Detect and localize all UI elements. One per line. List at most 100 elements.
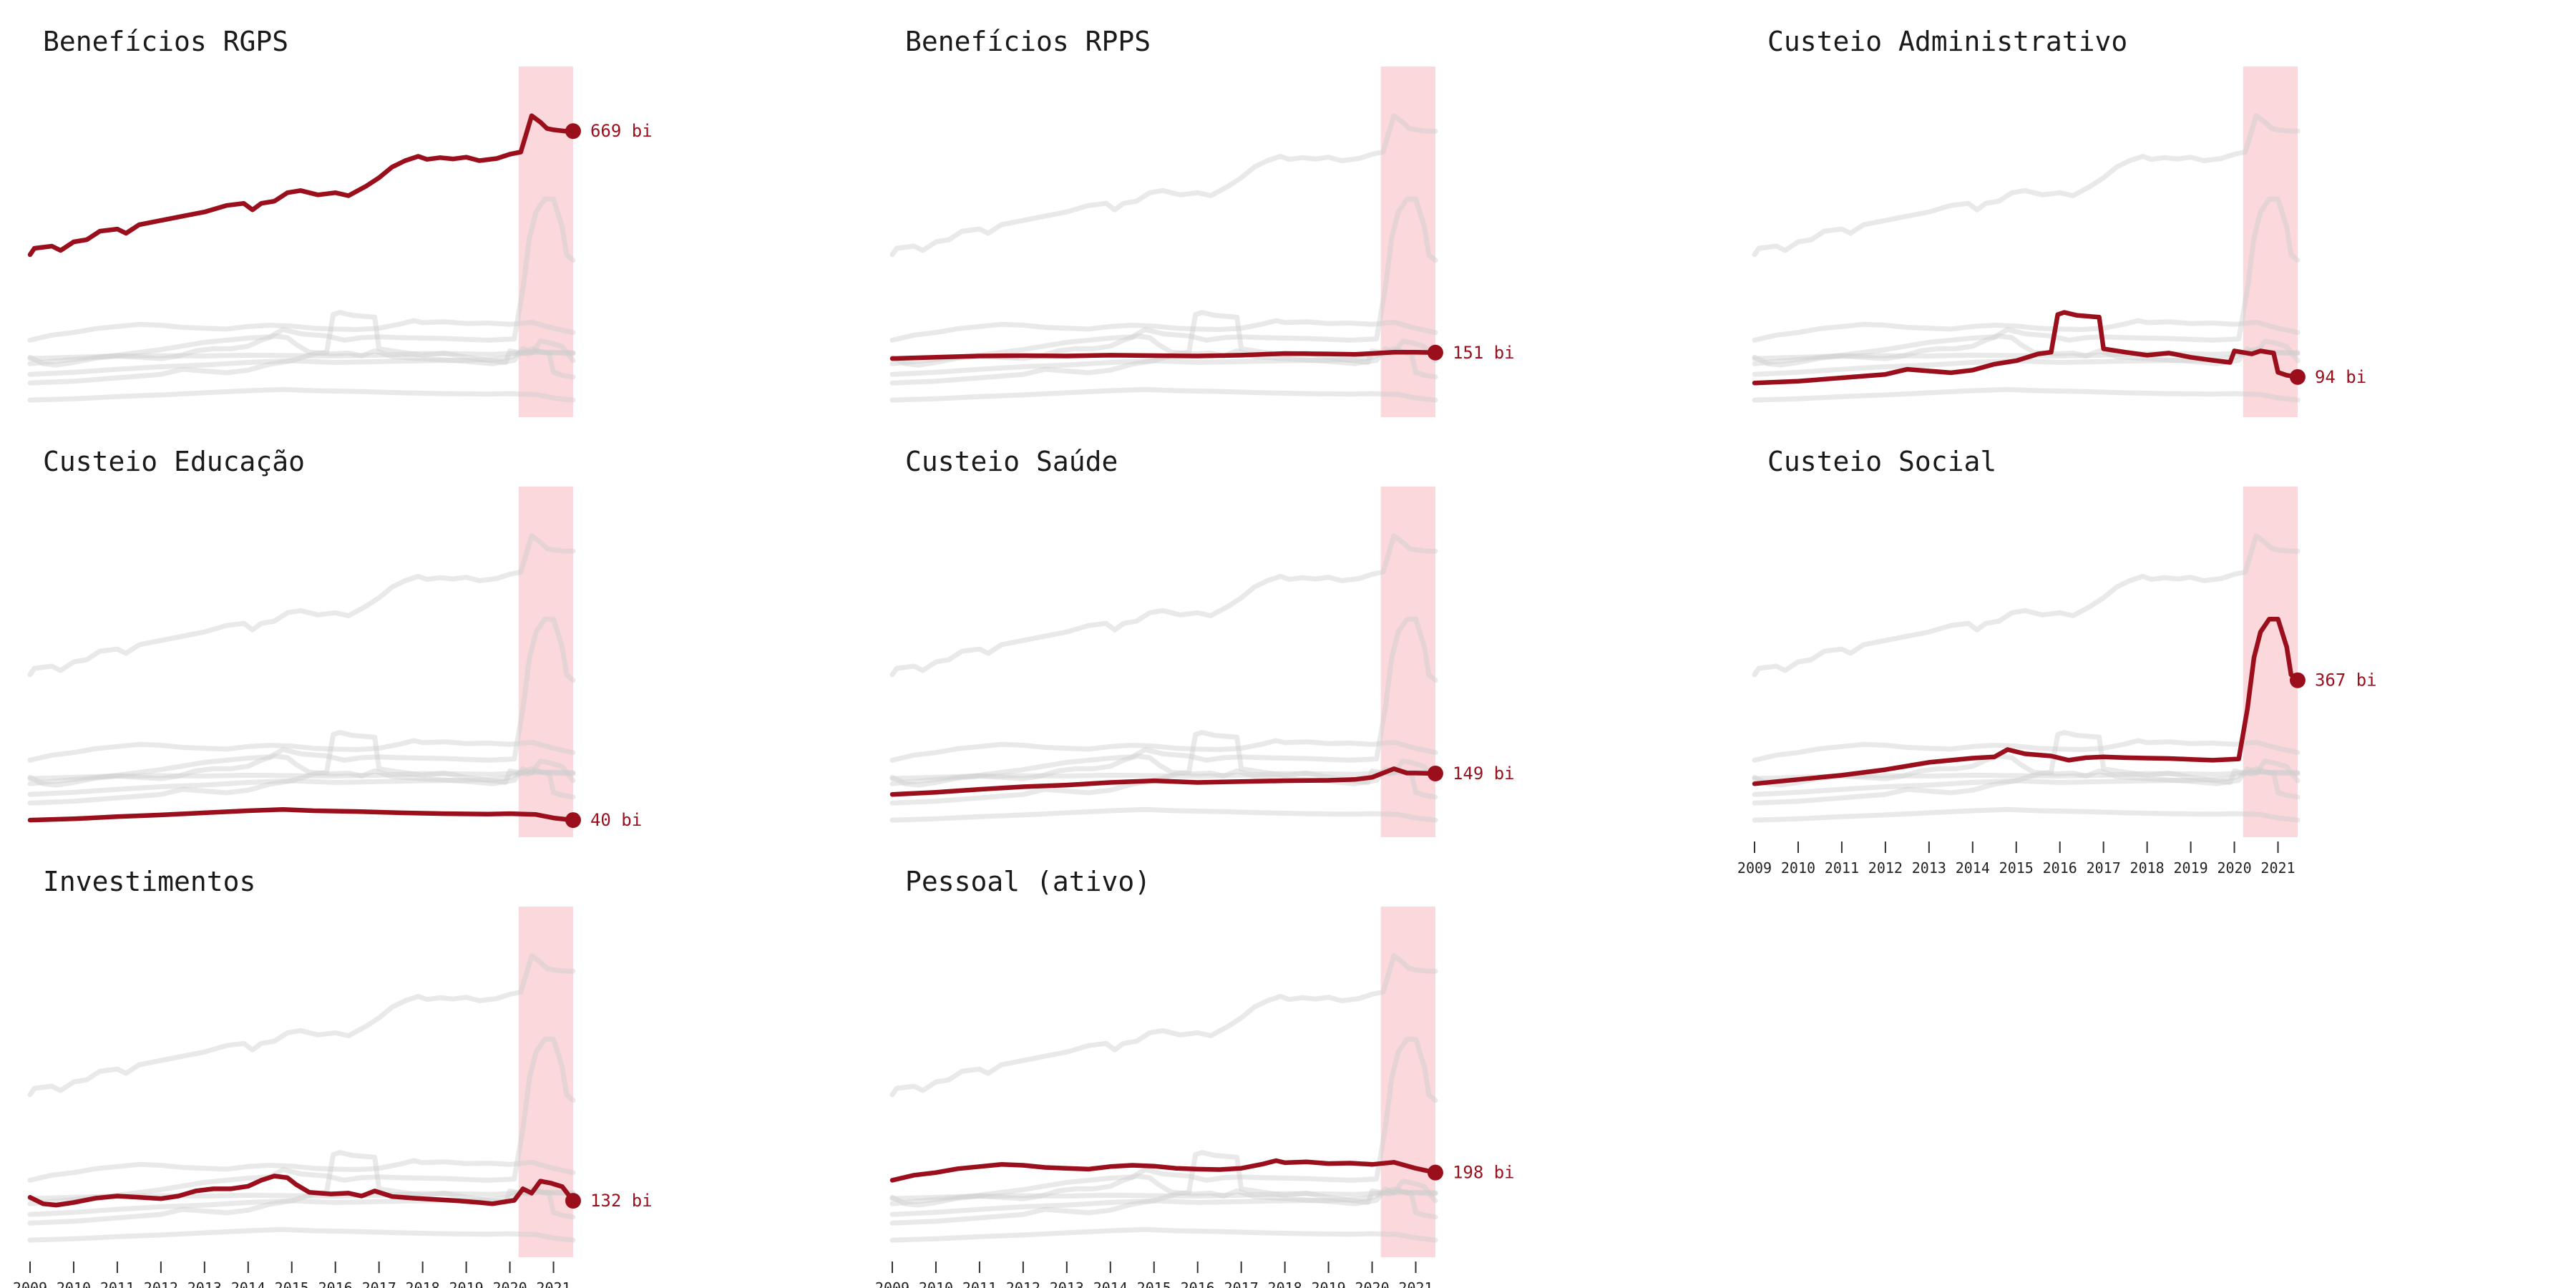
x-tick-label-2009: 2009 xyxy=(13,1279,47,1288)
end-point-custeio-saude xyxy=(1427,765,1443,781)
panel-title-pessoal-ativo: Pessoal (ativo) xyxy=(905,866,1151,897)
context-line-investimentos xyxy=(889,1174,1438,1208)
context-line-custeio-social xyxy=(889,196,1438,366)
context-line-custeio-administrativo xyxy=(27,730,576,806)
context-line-custeio-saude xyxy=(1752,766,2301,797)
context-line-custeio-educacao xyxy=(1752,806,2301,823)
panel-title-custeio-educacao: Custeio Educação xyxy=(43,446,305,477)
panel-title-investimentos: Investimentos xyxy=(43,866,255,897)
context-line-investimentos xyxy=(1752,333,2301,368)
context-line-beneficios-rgps xyxy=(27,953,576,1098)
x-tick-label-2017: 2017 xyxy=(1224,1279,1259,1288)
x-tick-label-2017: 2017 xyxy=(362,1279,396,1288)
x-tick-label-2018: 2018 xyxy=(2130,859,2165,877)
x-tick-label-2012: 2012 xyxy=(144,1279,178,1288)
context-line-pessoal-ativo xyxy=(889,738,1438,763)
series-line-beneficios-rpps xyxy=(889,349,1438,361)
context-line-custeio-administrativo xyxy=(27,310,576,386)
x-tick-label-2013: 2013 xyxy=(1912,859,1946,877)
end-label-beneficios-rgps: 669 bi xyxy=(590,121,653,141)
panel-pessoal-ativo: 198 bi Pessoal (ativo) 2009 2010 2011 2012 201… xyxy=(875,866,1515,1288)
x-tick-label-2019: 2019 xyxy=(2174,859,2208,877)
x-tick-label-2012: 2012 xyxy=(1006,1279,1040,1288)
context-line-beneficios-rgps xyxy=(1752,533,2301,678)
x-tick-label-2011: 2011 xyxy=(100,1279,135,1288)
x-tick-label-2016: 2016 xyxy=(318,1279,353,1288)
context-line-pessoal-ativo xyxy=(27,1158,576,1183)
panel-title-beneficios-rgps: Benefícios RGPS xyxy=(43,26,288,57)
context-line-pessoal-ativo xyxy=(1752,318,2301,343)
context-line-beneficios-rgps xyxy=(1752,113,2301,258)
end-label-pessoal-ativo: 198 bi xyxy=(1453,1163,1515,1183)
panel-title-custeio-social: Custeio Social xyxy=(1767,446,1996,477)
x-tick-label-2013: 2013 xyxy=(1050,1279,1084,1288)
context-line-investimentos xyxy=(889,753,1438,788)
context-line-custeio-social xyxy=(27,196,576,366)
x-tick-label-2010: 2010 xyxy=(919,1279,953,1288)
x-tick-label-2010: 2010 xyxy=(1781,859,1815,877)
highlight-band xyxy=(2243,67,2298,417)
panel-title-custeio-administrativo: Custeio Administrativo xyxy=(1767,26,2127,57)
context-line-custeio-social xyxy=(27,616,576,786)
highlight-band xyxy=(1380,907,1435,1257)
context-line-custeio-educacao xyxy=(27,386,576,403)
x-tick-label-2016: 2016 xyxy=(2043,859,2077,877)
x-tick-label-2018: 2018 xyxy=(1268,1279,1302,1288)
x-tick-label-2016: 2016 xyxy=(1181,1279,1215,1288)
context-line-custeio-saude xyxy=(27,766,576,797)
x-tick-label-2019: 2019 xyxy=(1312,1279,1346,1288)
x-tick-label-2013: 2013 xyxy=(187,1279,222,1288)
x-tick-label-2014: 2014 xyxy=(1956,859,1990,877)
context-line-pessoal-ativo xyxy=(27,738,576,763)
context-line-custeio-educacao xyxy=(889,386,1438,403)
x-tick-label-2009: 2009 xyxy=(1737,859,1772,877)
end-label-custeio-educacao: 40 bi xyxy=(590,810,642,830)
end-label-custeio-saude: 149 bi xyxy=(1453,763,1515,784)
panel-custeio-educacao: 40 bi Custeio Educação xyxy=(27,446,642,837)
series-line-custeio-saude xyxy=(889,766,1438,797)
series-line-custeio-administrativo xyxy=(1752,310,2301,386)
context-line-custeio-educacao xyxy=(1752,386,2301,403)
end-point-beneficios-rgps xyxy=(565,123,581,140)
end-label-beneficios-rpps: 151 bi xyxy=(1453,343,1515,363)
x-axis: 2009 2010 2011 2012 2013 2014 2015 2016 2017 2018… xyxy=(13,1262,571,1288)
panel-beneficios-rpps: 151 bi Benefícios RPPS xyxy=(889,26,1515,417)
context-line-beneficios-rpps xyxy=(27,769,576,781)
x-tick-label-2017: 2017 xyxy=(2087,859,2121,877)
context-line-custeio-administrativo xyxy=(889,730,1438,806)
context-line-custeio-educacao xyxy=(27,1226,576,1243)
x-axis: 2009 2010 2011 2012 2013 2014 2015 2016 2017 2018… xyxy=(875,1262,1433,1288)
x-tick-label-2014: 2014 xyxy=(231,1279,265,1288)
context-line-custeio-saude xyxy=(889,1186,1438,1217)
end-point-investimentos xyxy=(565,1193,581,1209)
x-tick-label-2020: 2020 xyxy=(492,1279,527,1288)
end-point-custeio-administrativo xyxy=(2289,369,2306,385)
panel-custeio-social: 367 bi Custeio Social 2009 2010 2011 2012 2013… xyxy=(1737,446,2377,877)
context-line-pessoal-ativo xyxy=(1752,738,2301,763)
context-line-custeio-social xyxy=(889,1036,1438,1206)
context-line-beneficios-rpps xyxy=(889,1189,1438,1201)
x-tick-label-2019: 2019 xyxy=(449,1279,484,1288)
context-line-beneficios-rgps xyxy=(27,533,576,678)
series-line-custeio-social xyxy=(1752,616,2301,786)
end-point-beneficios-rpps xyxy=(1427,344,1443,361)
context-line-custeio-administrativo xyxy=(1752,730,2301,806)
x-tick-label-2012: 2012 xyxy=(1868,859,1903,877)
x-tick-label-2014: 2014 xyxy=(1093,1279,1128,1288)
x-tick-label-2011: 2011 xyxy=(1825,859,1859,877)
end-label-custeio-social: 367 bi xyxy=(2315,670,2377,691)
x-tick-label-2015: 2015 xyxy=(275,1279,309,1288)
context-line-beneficios-rpps xyxy=(1752,769,2301,781)
end-point-custeio-social xyxy=(2289,672,2306,688)
x-tick-label-2010: 2010 xyxy=(57,1279,91,1288)
series-line-pessoal-ativo xyxy=(889,1158,1438,1183)
context-line-beneficios-rgps xyxy=(889,953,1438,1098)
end-label-custeio-administrativo: 94 bi xyxy=(2315,367,2366,387)
context-line-beneficios-rgps xyxy=(889,533,1438,678)
highlight-band xyxy=(518,487,573,837)
panel-custeio-saude: 149 bi Custeio Saúde xyxy=(889,446,1515,837)
context-line-custeio-social xyxy=(27,1036,576,1206)
panel-custeio-administrativo: 94 bi Custeio Administrativo xyxy=(1752,26,2366,417)
